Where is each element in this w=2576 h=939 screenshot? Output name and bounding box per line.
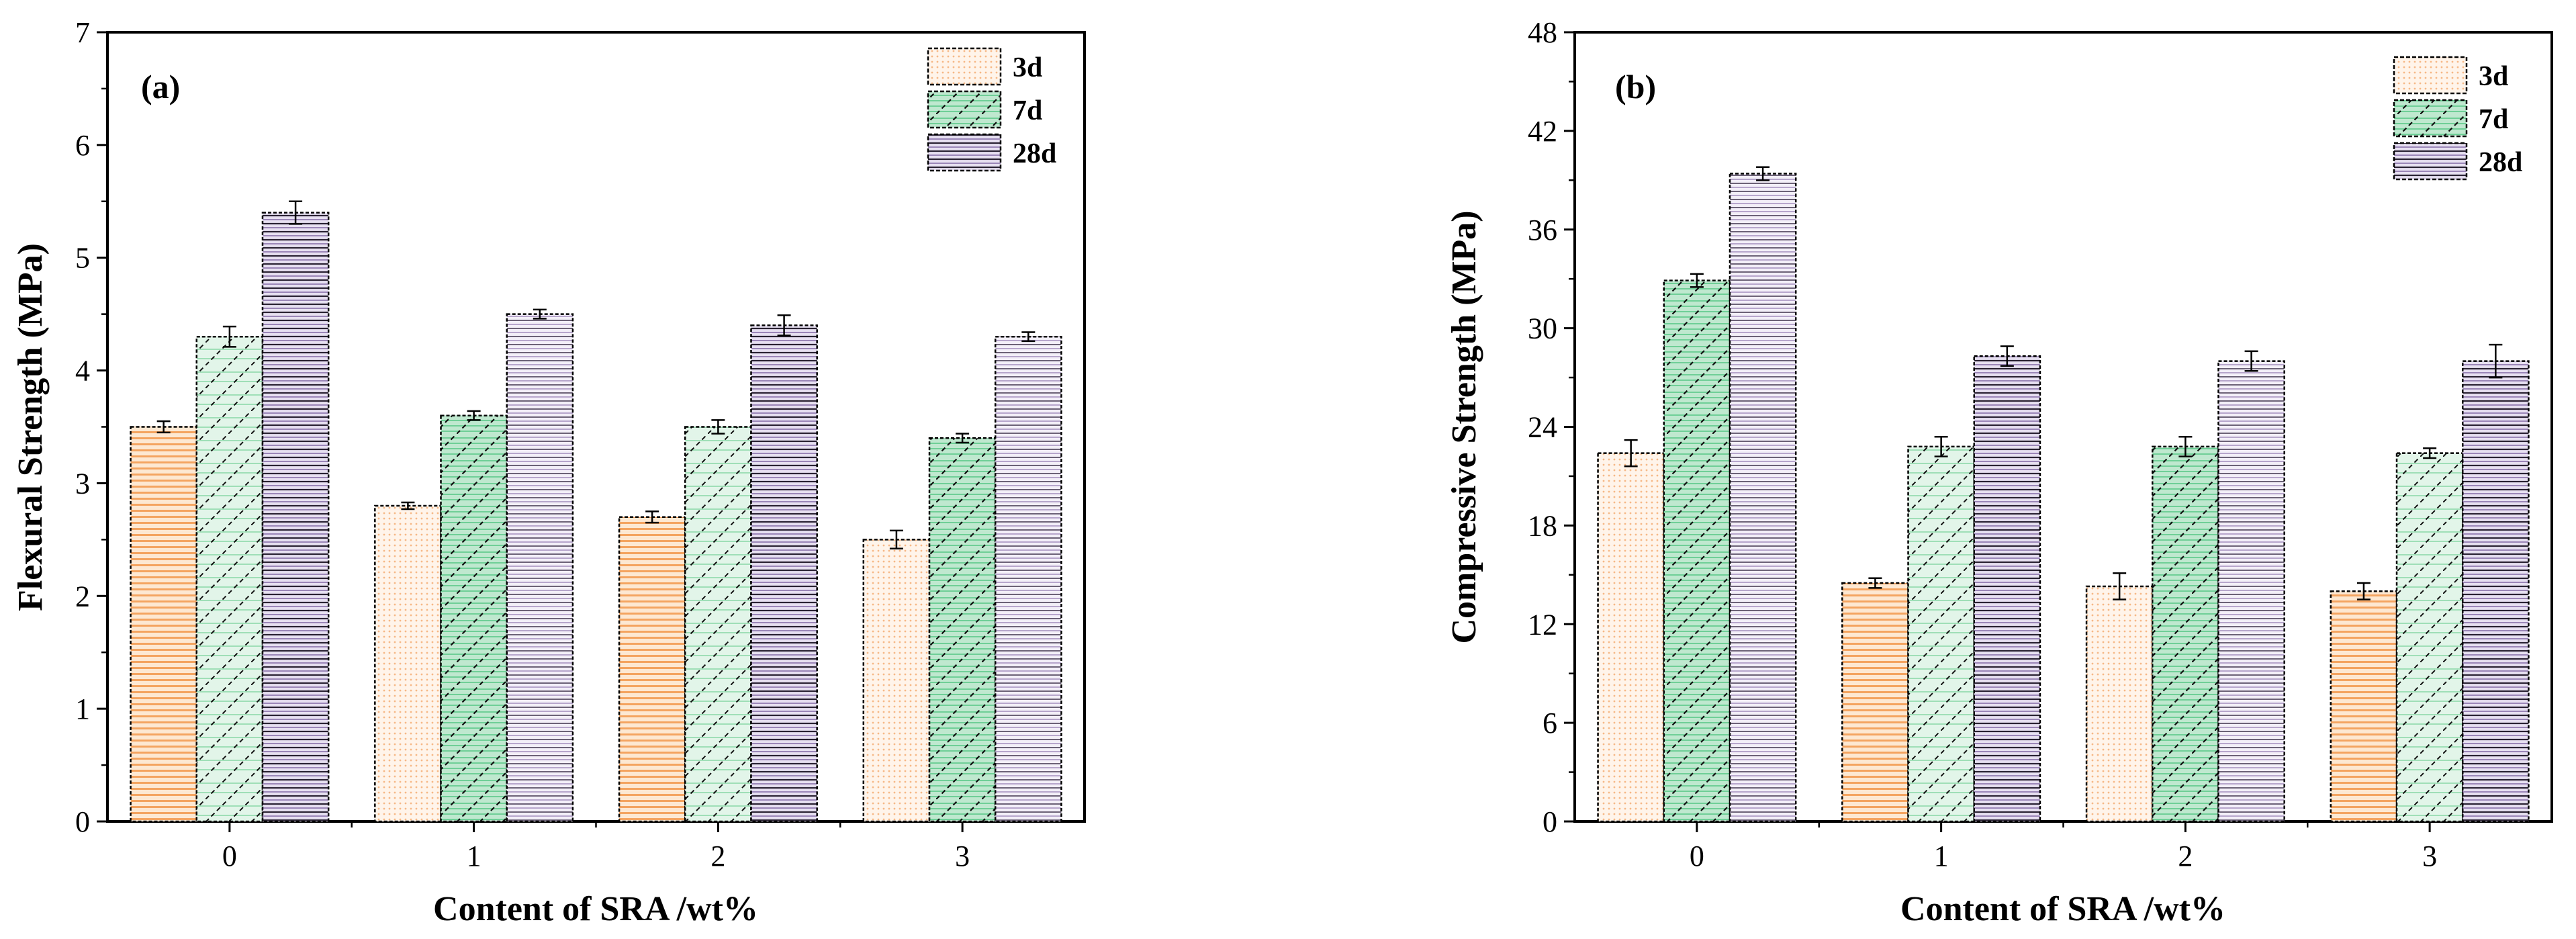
x-axis-title: Content of SRA /wt% (1900, 890, 2225, 928)
bar-7d-2 (684, 426, 752, 823)
panel-b-compressive-chart: (b) Compressive Strength (MPa) Content o… (1445, 16, 2553, 928)
bar-3d-1 (374, 504, 442, 823)
y-tick-label: 24 (1528, 411, 1557, 444)
legend: 3d 7d 28d (927, 47, 1056, 172)
y-tick-label: 2 (75, 580, 90, 613)
bar-7d-1 (1907, 445, 1975, 823)
legend-swatch-28d (2393, 142, 2468, 181)
legend-swatch-7d (927, 90, 1002, 129)
bar-3d-3 (2330, 590, 2398, 823)
x-axis-title: Content of SRA /wt% (433, 890, 758, 928)
legend-label-7d: 7d (2479, 104, 2508, 135)
y-tick-label: 6 (1543, 707, 1557, 740)
x-tick-label: 3 (955, 840, 970, 873)
bar-28d-0 (1729, 173, 1797, 823)
y-axis-ticks: 0 6 12 18 24 30 36 42 48 (1528, 16, 1575, 838)
x-tick-label: 2 (2178, 840, 2193, 873)
bar-3d-0 (130, 426, 198, 823)
bar-7d-3 (928, 437, 997, 823)
legend-label-28d: 28d (2479, 147, 2522, 178)
y-tick-label: 42 (1528, 115, 1557, 148)
y-tick-label: 36 (1528, 214, 1557, 247)
x-tick-label: 1 (467, 840, 481, 873)
legend-label-3d: 3d (2479, 61, 2508, 92)
x-tick-label: 1 (1934, 840, 1949, 873)
bar-marks (1597, 166, 2530, 823)
y-tick-label: 0 (1543, 805, 1557, 838)
bar-3d-1 (1841, 582, 1909, 823)
bar-7d-1 (440, 414, 508, 823)
x-axis-ticks: 0 1 2 3 (222, 821, 970, 873)
y-tick-label: 30 (1528, 312, 1557, 345)
legend-swatch-7d (2393, 99, 2468, 138)
x-tick-label: 2 (710, 840, 725, 873)
bar-3d-2 (618, 516, 686, 823)
bar-3d-3 (862, 539, 931, 823)
legend-label-3d: 3d (1013, 52, 1042, 83)
x-tick-label: 0 (1690, 840, 1704, 873)
bar-7d-3 (2395, 452, 2464, 823)
panel-a-flexural-chart: (a) Flexural Strength (MPa) Content of S… (11, 16, 1086, 928)
y-tick-label: 1 (75, 692, 90, 725)
y-tick-label: 12 (1528, 608, 1557, 641)
y-axis-title: Compressive Strength (MPa) (1445, 210, 1483, 643)
y-tick-label: 18 (1528, 509, 1557, 542)
panel-label: (a) (141, 68, 180, 105)
bar-7d-0 (195, 335, 264, 823)
bar-28d-3 (994, 335, 1062, 823)
bar-28d-3 (2461, 360, 2530, 823)
y-tick-label: 7 (75, 16, 90, 49)
y-axis-title: Flexural Strength (MPa) (11, 243, 50, 611)
y-tick-label: 5 (75, 242, 90, 275)
legend-swatch-3d (927, 47, 1002, 86)
x-tick-label: 0 (222, 840, 237, 873)
y-tick-label: 0 (75, 805, 90, 838)
bar-28d-0 (261, 212, 330, 823)
legend-swatch-3d (2393, 56, 2468, 95)
y-tick-label: 3 (75, 467, 90, 500)
x-axis-ticks: 0 1 2 3 (1690, 821, 2437, 873)
y-tick-label: 4 (75, 355, 90, 388)
legend-swatch-28d (927, 133, 1002, 172)
legend-label-28d: 28d (1013, 138, 1056, 169)
bar-28d-1 (506, 313, 574, 823)
legend-label-7d: 7d (1013, 95, 1042, 126)
bar-3d-2 (2085, 585, 2154, 823)
bar-28d-2 (2217, 360, 2285, 823)
y-tick-label: 6 (75, 129, 90, 162)
bar-7d-0 (1663, 279, 1731, 823)
x-tick-label: 3 (2422, 840, 2437, 873)
y-tick-label: 48 (1528, 16, 1557, 49)
bar-28d-2 (750, 324, 818, 823)
bar-28d-1 (1973, 355, 2041, 823)
panel-label: (b) (1615, 68, 1656, 105)
bar-7d-2 (2152, 445, 2219, 823)
y-axis-ticks: 0 1 2 3 4 5 6 7 (75, 16, 107, 838)
legend: 3d 7d 28d (2393, 56, 2522, 181)
bar-marks (130, 200, 1062, 823)
bar-3d-0 (1597, 452, 1665, 823)
